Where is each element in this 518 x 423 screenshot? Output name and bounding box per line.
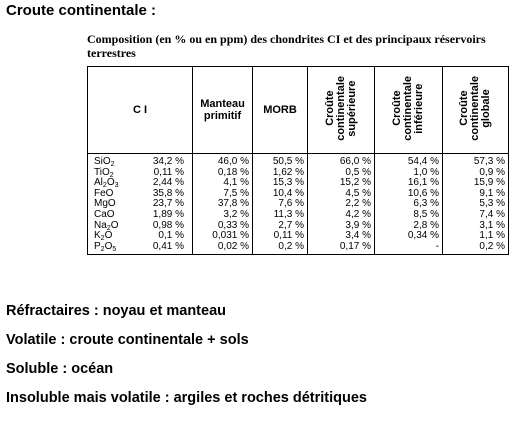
oxide-subscript: 2 <box>100 245 105 253</box>
header-line: Manteau <box>200 98 245 110</box>
croute-glob-value: 0,2 % <box>442 241 509 256</box>
header-line: globale <box>480 89 492 128</box>
table-row: P2O5 0,41 % 0,02 % 0,2 % 0,17 % -0,2 % <box>87 240 509 256</box>
oxide-cell: Na2O <box>87 219 123 232</box>
oxide-symbol: SiO <box>94 156 111 167</box>
croute-sup-value: 0,17 % <box>307 241 375 256</box>
croute-inf-value: 8,5 % <box>374 209 443 221</box>
oxide-symbol: O <box>106 177 115 189</box>
croute-inf-value: - <box>374 241 443 256</box>
oxide-symbol: CaO <box>94 208 115 220</box>
croute-glob-value: 15,9 % <box>442 178 509 189</box>
note-insoluble: Insoluble mais volatile : argiles et roc… <box>6 390 367 406</box>
table-row: K2O 0,1 % 0,031 % 0,11 % 3,4 % 0,34 % 1,1 % <box>87 230 509 243</box>
composition-table: C I Manteau primitif MORB Croûte continen… <box>87 66 509 256</box>
oxide-subscript: 3 <box>114 182 119 190</box>
oxide-subscript: 2 <box>100 235 105 243</box>
oxide-subscript: 2 <box>109 171 114 179</box>
manteau-value: 46,0 % <box>192 153 253 168</box>
croute-glob-value: 0,9 % <box>442 167 509 179</box>
croute-glob-value: 57,3 % <box>442 153 509 168</box>
oxide-subscript: 5 <box>112 245 117 253</box>
table-row: MgO 23,7 % 37,8 % 7,6 % 2,2 % 6,3 % 5,3 % <box>87 198 509 210</box>
oxide-symbol: O <box>104 240 113 252</box>
croute-glob-value: 5,3 % <box>442 199 509 210</box>
col-header-croute-inferieure: Croûte continentale inférieure <box>374 66 443 154</box>
oxide-subscript: 2 <box>106 224 111 232</box>
oxide-subscript: 2 <box>102 182 107 190</box>
header-line: continentale <box>334 76 347 141</box>
manteau-value: 0,02 % <box>192 241 253 256</box>
table-header-row: C I Manteau primitif MORB Croûte continen… <box>87 66 509 154</box>
col-header-ci: C I <box>87 66 193 154</box>
note-soluble: Soluble : océan <box>6 361 114 377</box>
oxide-symbol: Na <box>94 219 107 231</box>
header-line: primitif <box>203 110 242 122</box>
table-row: SiO2 34,2 % 46,0 % 50,5 % 66,0 % 54,4 % 57,3 % <box>87 153 509 168</box>
table-row: Al2O3 2,44 % 4,1 % 15,3 % 15,2 % 16,1 % 15,9 % <box>87 177 509 190</box>
oxide-cell: CaO <box>87 208 123 221</box>
oxide-symbol: K <box>94 230 101 242</box>
oxide-cell: MgO <box>87 198 123 210</box>
table-caption: Composition (en % ou en ppm) des chondri… <box>87 32 486 60</box>
table-row: Na2O 0,98 % 0,33 % 2,7 % 3,9 % 2,8 % 3,1 % <box>87 219 509 232</box>
croute-inf-value: 54,4 % <box>374 153 443 168</box>
oxide-symbol: Al <box>94 177 103 189</box>
croute-glob-value: 9,1 % <box>442 188 509 200</box>
oxide-subscript: 2 <box>110 161 115 168</box>
col-header-manteau-primitif: Manteau primitif <box>192 66 253 154</box>
header-line: supérieure <box>345 80 358 137</box>
oxide-symbol: TiO <box>94 166 110 178</box>
oxide-cell: K2O <box>87 230 123 243</box>
oxide-symbol: O <box>110 219 119 231</box>
table-row: CaO 1,89 % 3,2 % 11,3 % 4,2 % 8,5 % 7,4 % <box>87 208 509 221</box>
oxide-symbol: O <box>104 230 113 242</box>
ci-value: 1,89 % <box>122 209 193 221</box>
ci-value: 34,2 % <box>122 153 193 168</box>
oxide-cell: FeO <box>87 187 123 200</box>
oxide-symbol: MgO <box>94 198 116 210</box>
croute-glob-value: 3,1 % <box>442 220 509 232</box>
header-line: Croûte <box>323 90 336 127</box>
header-line: inférieure <box>413 83 425 134</box>
croute-inf-value: 0,34 % <box>374 231 443 242</box>
table-row: FeO 35,8 % 7,5 % 10,4 % 4,5 % 10,6 % 9,1 % <box>87 187 509 200</box>
oxide-symbol: P <box>94 240 101 252</box>
table-row: TiO2 0,11 % 0,18 % 1,62 % 0,5 % 1,0 % 0,9 % <box>87 166 509 179</box>
col-header-morb: MORB <box>252 66 308 154</box>
col-header-croute-globale: Croûte continentale globale <box>442 66 509 154</box>
note-refractaires: Réfractaires : noyau et manteau <box>6 303 226 319</box>
section-heading: Croute continentale : <box>6 2 157 19</box>
oxide-cell: Al2O3 <box>87 177 123 190</box>
ci-value: 0,41 % <box>122 241 193 256</box>
oxide-cell: SiO2 <box>87 153 123 168</box>
oxide-cell: P2O5 <box>87 240 123 256</box>
oxide-symbol: FeO <box>94 187 114 199</box>
notes: Réfractaires : noyau et manteau Volatile… <box>6 301 367 417</box>
morb-value: 50,5 % <box>252 153 308 168</box>
oxide-cell: TiO2 <box>87 166 123 179</box>
manteau-value: 3,2 % <box>192 209 253 221</box>
croute-sup-value: 4,2 % <box>307 209 375 221</box>
morb-value: 0,2 % <box>252 241 308 256</box>
note-volatile: Volatile : croute continentale + sols <box>6 332 249 348</box>
col-header-croute-superieure: Croûte continentale supérieure <box>307 66 375 154</box>
morb-value: 11,3 % <box>252 209 308 221</box>
croute-sup-value: 66,0 % <box>307 153 375 168</box>
croute-glob-value: 7,4 % <box>442 209 509 221</box>
croute-glob-value: 1,1 % <box>442 231 509 242</box>
